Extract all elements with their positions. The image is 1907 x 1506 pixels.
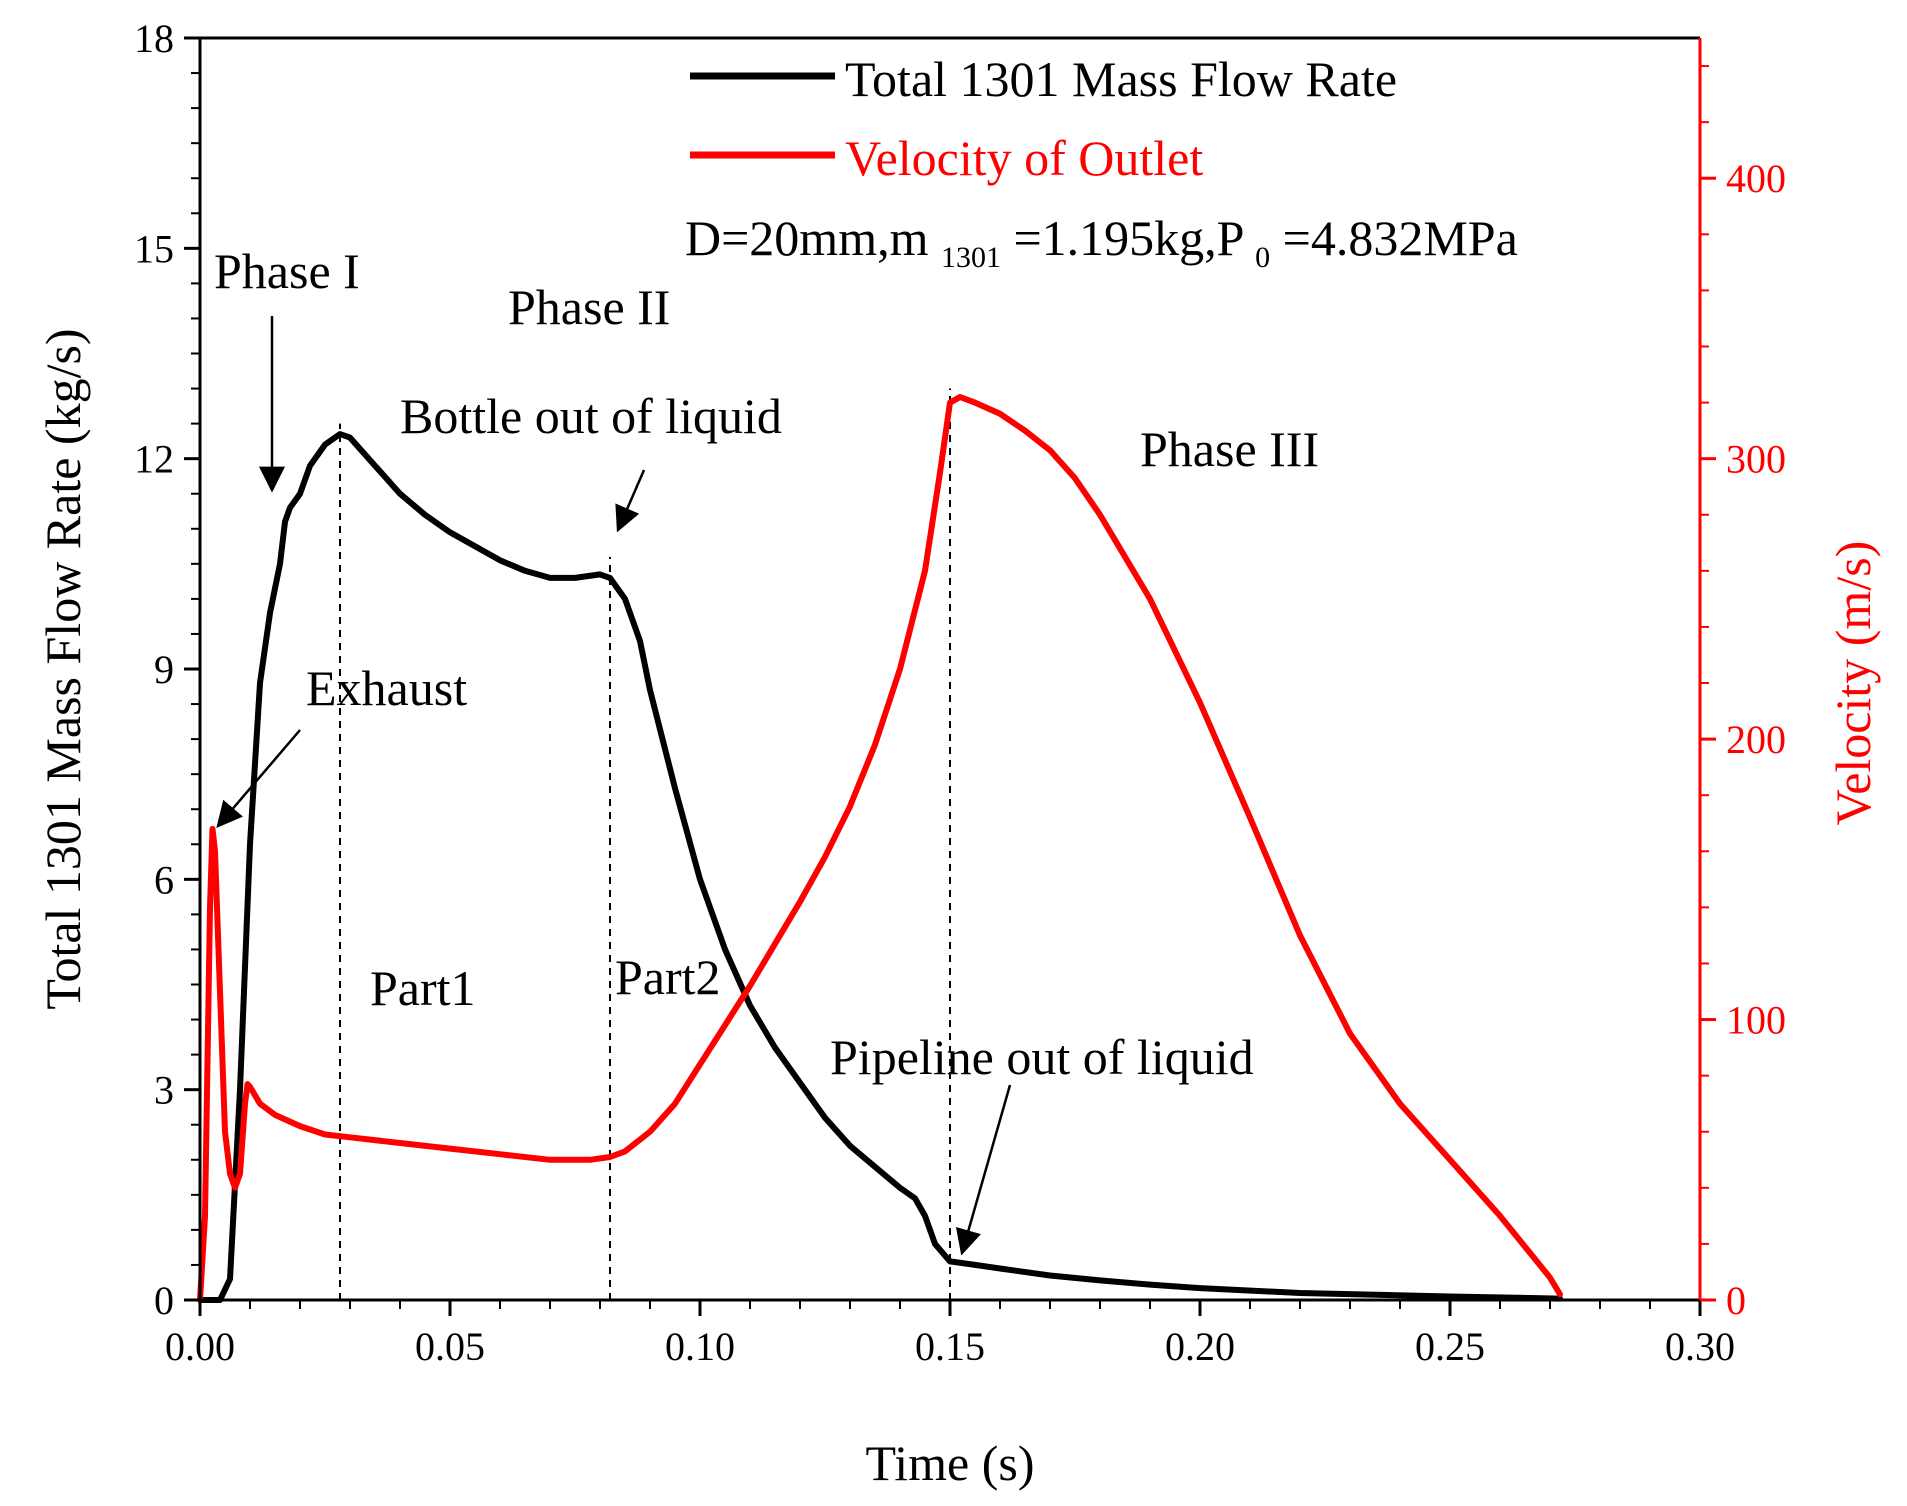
left-y-tick-label: 6 bbox=[154, 857, 174, 902]
condition-m-subscript: 1301 bbox=[941, 241, 1001, 274]
test-condition-label: D=20mm,m 1301 =1.195kg,P 0 =4.832MPa bbox=[685, 210, 1518, 278]
annotation-phase-3: Phase III bbox=[1140, 421, 1319, 477]
annotation-pipeline-out-of-liquid: Pipeline out of liquid bbox=[830, 1029, 1254, 1085]
right-y-tick-label: 400 bbox=[1726, 156, 1786, 201]
annotations: Phase I Phase II Phase III Bottle out of… bbox=[214, 243, 1319, 1085]
condition-prefix: D=20mm,m bbox=[685, 210, 929, 266]
legend-label-velocity: Velocity of Outlet bbox=[845, 130, 1203, 186]
annotation-phase-1: Phase I bbox=[214, 243, 360, 299]
series-layer bbox=[197, 394, 1563, 1303]
right-y-tick-label: 0 bbox=[1726, 1278, 1746, 1323]
series-line-mass-flow-rate bbox=[197, 431, 1563, 1303]
left-y-tick-label: 18 bbox=[134, 16, 174, 61]
annotation-part-2: Part2 bbox=[615, 949, 721, 1005]
right-y-axis-title: Velocity (m/s) bbox=[1825, 541, 1881, 826]
left-y-tick-label: 0 bbox=[154, 1278, 174, 1323]
condition-p-subscript: 0 bbox=[1255, 241, 1270, 274]
condition-suffix: =4.832MPa bbox=[1283, 210, 1518, 266]
condition-middle: =1.195kg,P bbox=[1013, 210, 1242, 266]
x-tick-label: 0.15 bbox=[915, 1324, 985, 1369]
left-y-tick-label: 9 bbox=[154, 647, 174, 692]
left-y-axis-title: Total 1301 Mass Flow Rate (kg/s) bbox=[35, 328, 91, 1009]
x-tick-label: 0.05 bbox=[415, 1324, 485, 1369]
annotation-bottle-out-of-liquid: Bottle out of liquid bbox=[400, 388, 782, 444]
ticks-layer: 0.00 0.05 0.10 0.15 0.20 0.25 0.30036912151801… bbox=[134, 16, 1786, 1369]
arrow-pipeline-out-of-liquid bbox=[955, 1084, 1012, 1256]
series-line-velocity bbox=[197, 394, 1563, 1303]
arrow-exhaust bbox=[216, 729, 301, 828]
phase-boundary-markers bbox=[339, 388, 951, 1300]
x-tick-label: 0.25 bbox=[1415, 1324, 1485, 1369]
right-y-tick-label: 200 bbox=[1726, 717, 1786, 762]
left-y-tick-label: 12 bbox=[134, 437, 174, 482]
legend: Total 1301 Mass Flow Rate Velocity of Ou… bbox=[690, 51, 1397, 186]
arrow-bottle-out-of-liquid bbox=[615, 469, 646, 533]
x-tick-label: 0.30 bbox=[1665, 1324, 1735, 1369]
left-y-tick-label: 15 bbox=[134, 226, 174, 271]
right-y-tick-label: 300 bbox=[1726, 437, 1786, 482]
x-tick-label: 0.10 bbox=[665, 1324, 735, 1369]
x-tick-label: 0.00 bbox=[165, 1324, 235, 1369]
x-tick-label: 0.20 bbox=[1165, 1324, 1235, 1369]
annotation-phase-2: Phase II bbox=[508, 279, 670, 335]
right-y-tick-label: 100 bbox=[1726, 998, 1786, 1043]
left-y-tick-label: 3 bbox=[154, 1068, 174, 1113]
annotation-arrows bbox=[216, 316, 1012, 1256]
annotation-exhaust: Exhaust bbox=[306, 660, 467, 716]
x-axis-title: Time (s) bbox=[865, 1435, 1034, 1491]
annotation-part-1: Part1 bbox=[370, 960, 476, 1016]
legend-label-mass-flow: Total 1301 Mass Flow Rate bbox=[845, 51, 1397, 107]
